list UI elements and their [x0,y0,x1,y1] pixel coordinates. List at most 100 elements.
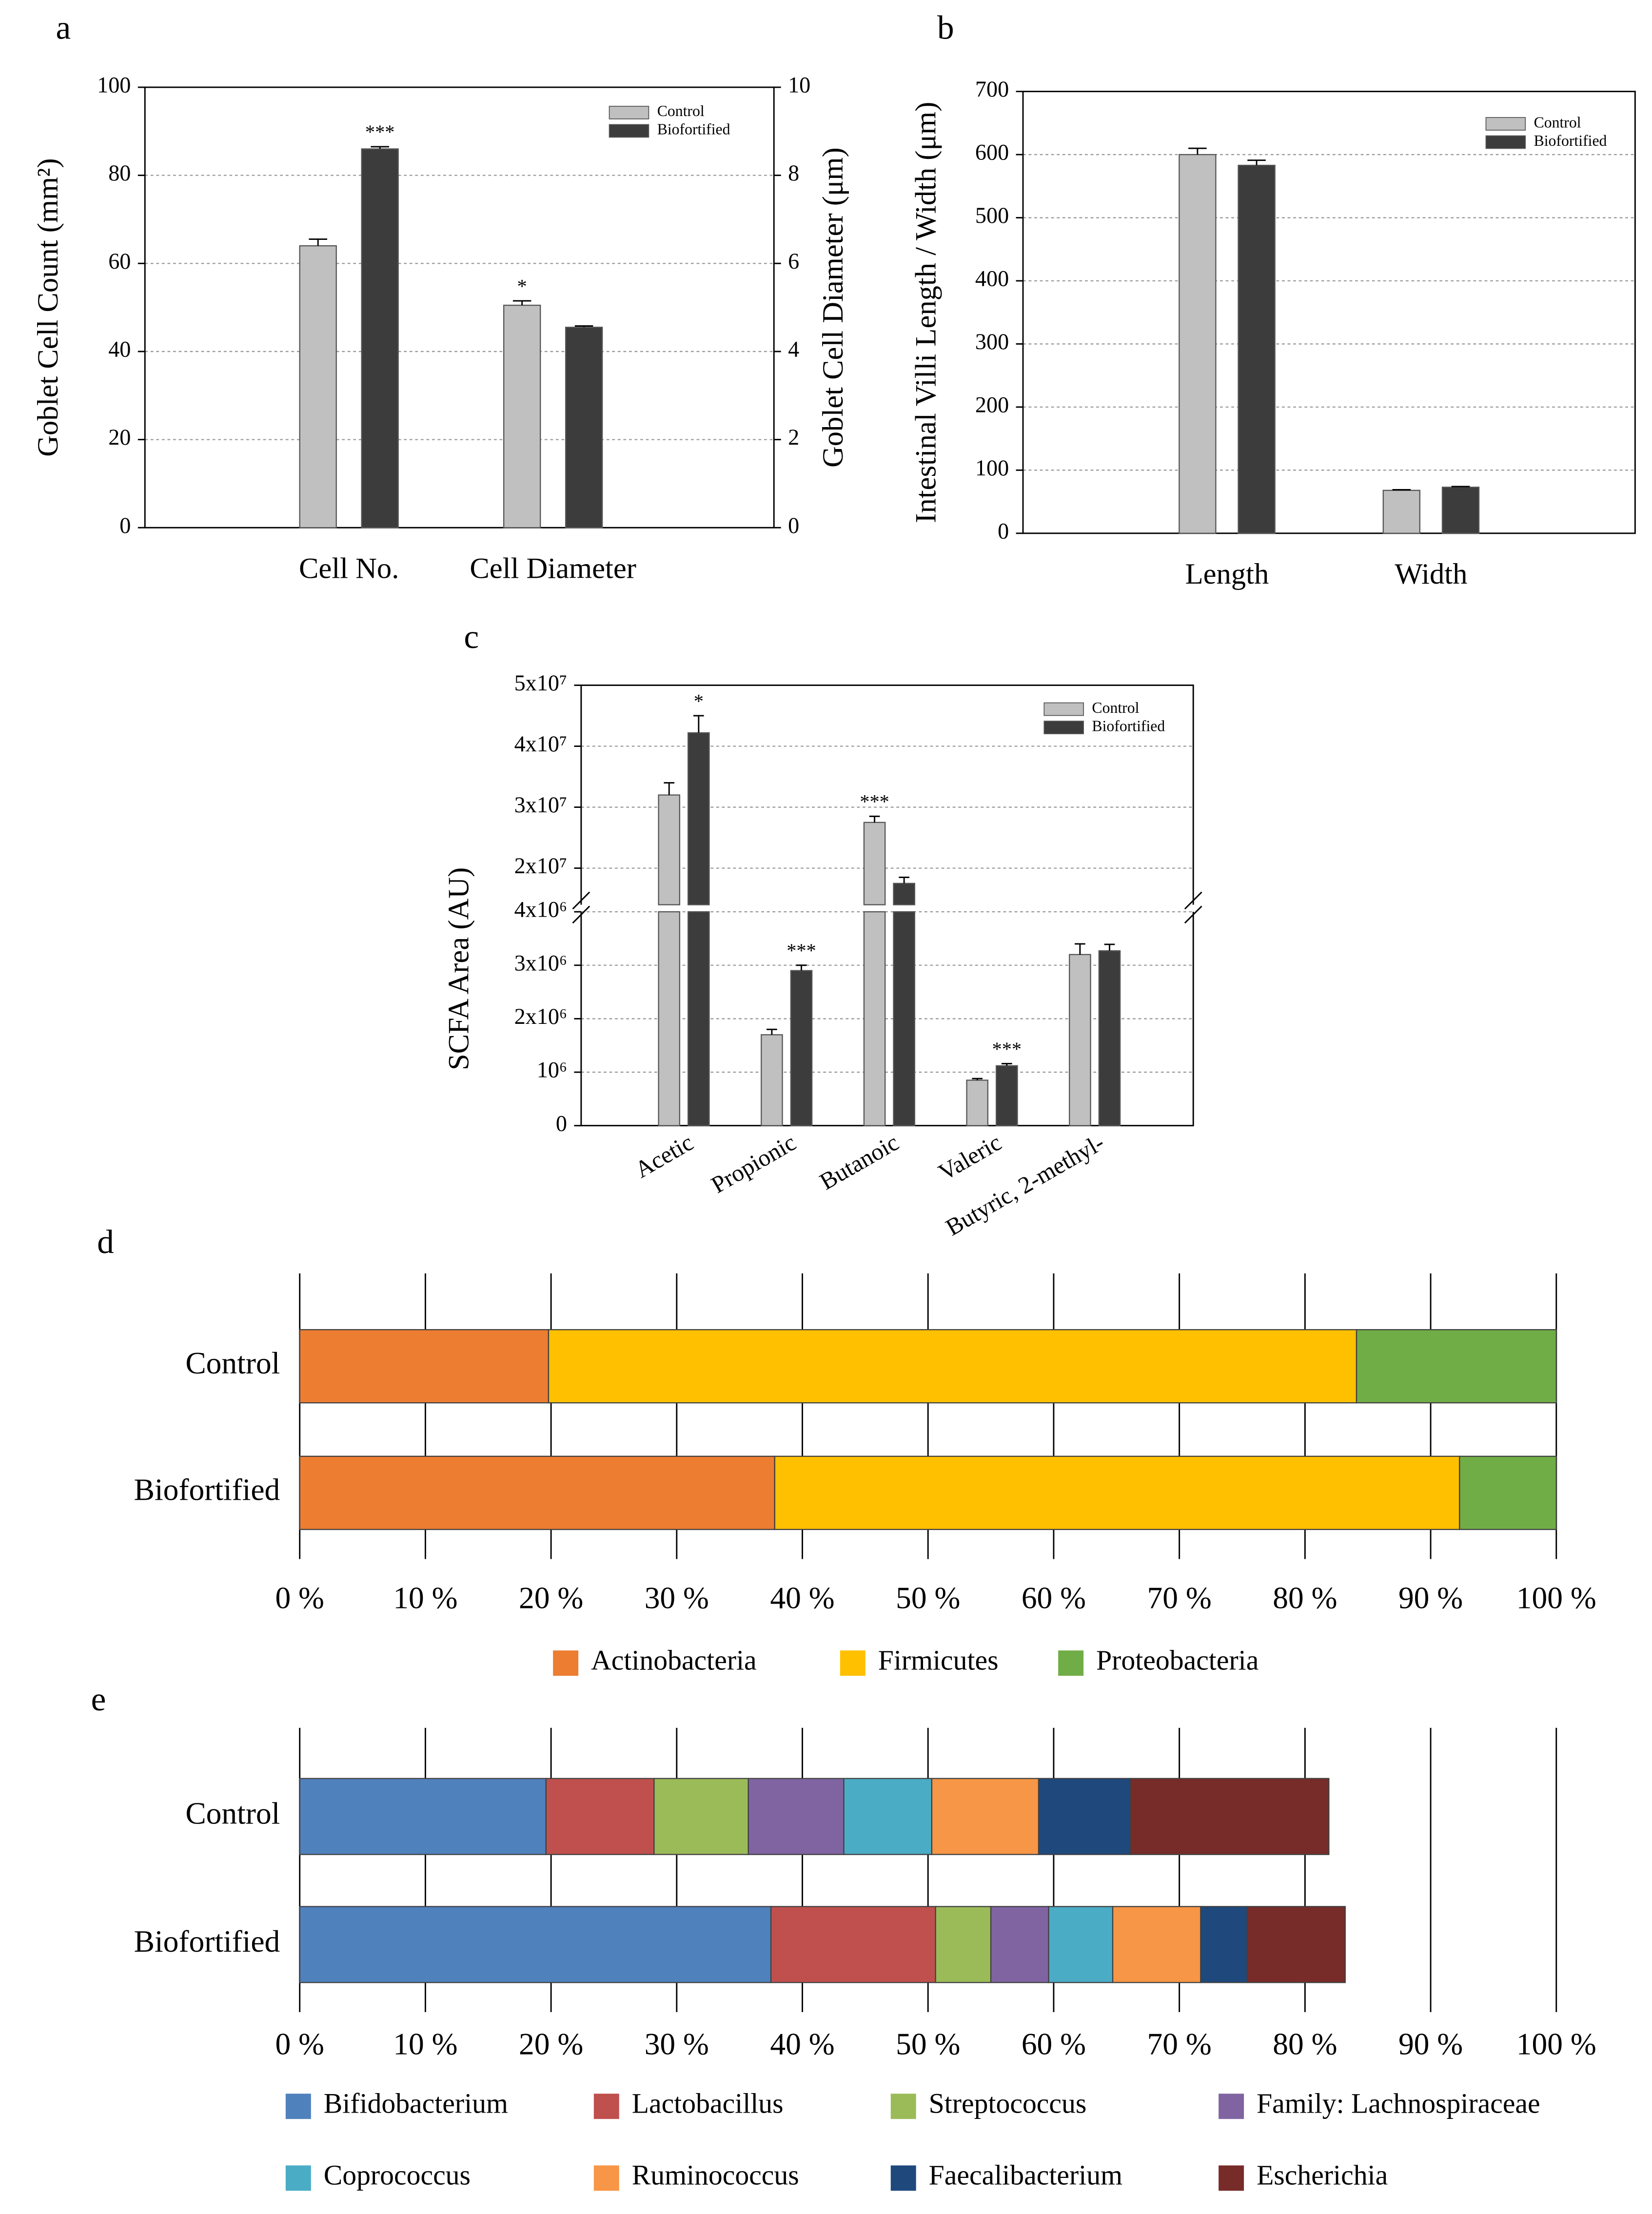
y-tick-label: 300 [975,329,1009,354]
bar-segment [1459,1455,1557,1530]
legend-label: Firmicutes [878,1645,999,1676]
axis-break [1184,891,1202,924]
error-bar [512,300,531,306]
x-tick-label: 20 % [519,1581,583,1615]
legend-swatch [1219,2094,1244,2119]
x-tick-label: 100 % [1516,1581,1596,1615]
legend-swatch [593,2094,619,2119]
error-bar [1104,943,1115,951]
y2-axis-label: Goblet Cell Diameter (μm) [817,147,849,468]
y-tick-label: 2x10⁶ [514,1004,567,1029]
bar [1069,954,1091,1126]
y-tick-label: 3x10⁶ [514,950,567,975]
x-tick-label: 70 % [1147,2027,1212,2061]
x-tick-label: 60 % [1022,1581,1086,1615]
y-tick-label: 0 [119,513,131,538]
bar-segment [931,1778,1040,1855]
x-tick-label: 90 % [1398,2027,1463,2061]
x-tick-label: 50 % [896,1581,960,1615]
y2-tick-label: 8 [788,160,799,185]
legend-swatch [285,2165,311,2191]
y-tick-label: Control [185,1346,280,1380]
error-bar [664,782,675,795]
bar-segment [747,1778,845,1855]
panel-label: e [91,1680,106,1718]
error-bar [693,715,704,733]
x-tick-label: 40 % [770,1581,834,1615]
bar [893,882,915,905]
bar [688,732,710,905]
panel-label: d [97,1223,114,1260]
x-tick-label: 10 % [393,2027,457,2061]
legend-swatch [593,2165,619,2191]
bar-segment [653,1778,749,1855]
x-tick-label: 80 % [1273,1581,1337,1615]
annotation: *** [992,1038,1022,1060]
bar-segment [1038,1778,1131,1855]
bar [761,1034,783,1126]
bar [565,327,603,529]
error-bar [309,238,327,246]
bar-segment [990,1906,1049,1983]
x-tick-label: 0 % [275,1581,324,1615]
bar [1179,154,1217,534]
legend-label: Ruminococcus [632,2160,799,2191]
x-tick-label: 80 % [1273,2027,1337,2061]
y-axis-label: SCFA Area (AU) [442,867,475,1070]
legend-label: Streptococcus [929,2088,1087,2119]
legend-label: Biofortified [1534,132,1607,149]
bar-segment [1246,1906,1346,1983]
bar-segment [299,1778,547,1855]
bar [893,911,915,1126]
legend-swatch [1043,702,1084,716]
bar [1238,164,1276,534]
error-bar [1075,943,1085,955]
y-tick-label: 80 [108,160,131,185]
y2-tick-label: 4 [788,337,799,362]
y-tick-label: 40 [108,337,131,362]
x-tick-label: 60 % [1022,2027,1086,2061]
annotation: *** [365,121,395,143]
legend-swatch [890,2165,916,2191]
bar [688,911,710,1126]
y-tick-label: 100 [97,73,131,98]
y-tick-label: 400 [975,266,1009,291]
y-tick-label: Control [185,1796,280,1830]
y-axis-label: Goblet Cell Count (mm²) [32,158,64,456]
legend-label: Biofortified [1092,717,1165,734]
error-bar [972,1078,983,1080]
legend-label: Control [657,102,705,119]
bar-segment [1356,1329,1557,1404]
bar [863,822,886,905]
bar-segment [548,1329,1357,1404]
axis-frame [580,685,1194,1127]
bar [658,794,681,905]
bar-segment [1200,1906,1248,1983]
y-tick-label: 10⁶ [537,1058,567,1082]
y-tick-label: 500 [975,203,1009,228]
bar [1382,490,1420,534]
axis-break [572,891,590,924]
bar [1098,950,1121,1126]
y2-tick-label: 2 [788,425,799,450]
y2-tick-label: 10 [788,73,810,98]
bar [996,1065,1018,1126]
y-tick-label: 200 [975,392,1009,417]
y-tick-label: 4x10⁷ [514,731,567,756]
bar-segment [843,1778,933,1855]
annotation: * [694,690,704,712]
bar-segment [545,1778,655,1855]
bar-segment [299,1455,775,1530]
y-tick-label: 100 [975,455,1009,480]
bar [863,911,886,1126]
error-bar [371,146,389,149]
x-tick-label: 10 % [393,1581,457,1615]
y2-tick-label: 0 [788,513,799,538]
bar [361,148,399,529]
x-tick-label: Cell No. [299,552,399,585]
y-tick-label: 2x10⁷ [514,853,567,878]
bar [299,245,337,529]
legend-label: Control [1092,699,1139,716]
panel-label: a [56,8,71,46]
